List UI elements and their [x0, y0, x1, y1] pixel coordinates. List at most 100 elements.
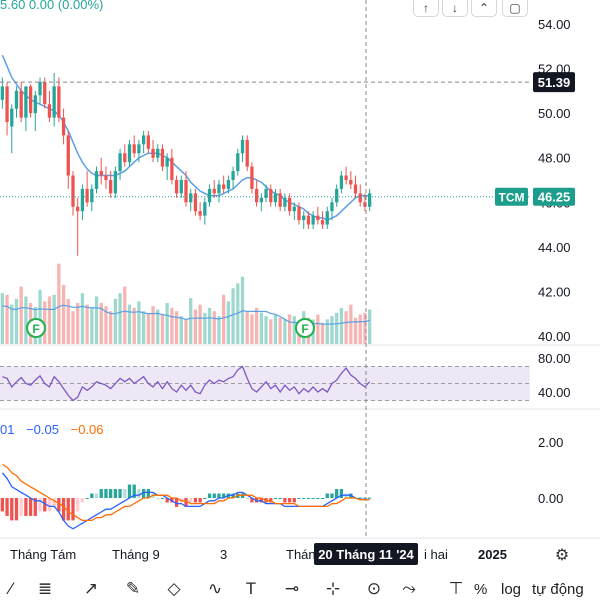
volume-bar [24, 296, 28, 344]
brush-icon[interactable]: ✎ [125, 579, 141, 598]
macd-histogram-bar [193, 498, 198, 503]
volume-bar [292, 316, 296, 344]
price-tick-label: 44.00 [538, 240, 571, 255]
path-icon[interactable]: ⤳ [402, 579, 416, 598]
macd-histogram-bar [5, 498, 9, 516]
volume-bar [52, 294, 56, 344]
macd-histogram-bar [47, 498, 52, 512]
macd-legend-value: −0.05 [26, 422, 59, 437]
macd-legend-prefix: 01 [0, 422, 15, 437]
zoom-icon[interactable]: ⊙ [366, 579, 382, 598]
volume-bar [231, 288, 235, 344]
candle-body [189, 193, 193, 203]
macd-histogram-bar [363, 497, 367, 499]
volume-bar [349, 304, 353, 344]
candle-body [344, 175, 348, 180]
candle-body [330, 202, 334, 212]
candle-body [297, 206, 301, 221]
pattern-icon[interactable]: ∿ [207, 579, 223, 598]
candle-body [320, 220, 325, 225]
candle-body [71, 175, 75, 207]
macd-histogram-bar [61, 498, 66, 521]
macd-histogram-bar [71, 498, 75, 521]
volume-bar [179, 316, 183, 344]
candle-body [132, 144, 136, 154]
macd-histogram-bar [203, 498, 207, 499]
candle-body [66, 135, 70, 176]
text-tool-icon[interactable]: ⊤ [448, 579, 464, 598]
collapse-icon[interactable]: ⌃ [471, 0, 497, 17]
macd-histogram-bar [207, 493, 212, 498]
settings-icon[interactable]: ⚙ [554, 547, 570, 564]
cursor-icon[interactable]: ⁄ [9, 579, 13, 598]
text-icon[interactable]: T [245, 579, 257, 598]
macd-histogram-bar [10, 498, 14, 521]
percent-toggle[interactable]: % [474, 581, 488, 598]
fib-icon[interactable]: ≣ [37, 579, 53, 598]
time-axis-label: Tháng 9 [112, 547, 160, 562]
crosshair [0, 0, 530, 538]
candle-body [104, 175, 108, 180]
candle-body [349, 180, 353, 185]
volume-bar [269, 319, 273, 344]
macd-histogram-bar [118, 489, 122, 498]
volume-bar [264, 316, 268, 344]
macd-histogram-bar [99, 489, 103, 498]
candle-body [217, 184, 221, 194]
candle-body [80, 188, 85, 212]
volume-bar [189, 298, 193, 344]
trend-line-icon[interactable]: ↗ [83, 579, 99, 598]
volume-bar [47, 296, 52, 344]
volume-bar [38, 289, 42, 344]
macd-histogram-bar [297, 498, 301, 499]
candle-body [254, 188, 259, 203]
macd-tick-label: 0.00 [538, 491, 563, 506]
candle-body [269, 188, 273, 203]
macd-histogram-bar [222, 493, 226, 498]
volume-bar [353, 317, 358, 344]
volume-bar [113, 298, 118, 344]
measure-icon[interactable]: ⊸ [284, 579, 300, 598]
volume-bar [203, 312, 207, 344]
ruler-icon[interactable]: ⊹ [325, 579, 341, 598]
macd-histogram-bar [146, 489, 150, 498]
crosshair-date-label: 20 Tháng 11 '24 [318, 547, 414, 562]
event-marker [295, 318, 315, 338]
candle-body [14, 90, 19, 109]
price-tick-label: 50.00 [538, 106, 571, 121]
signal-line [2, 463, 370, 522]
candle-body [165, 157, 169, 167]
candle-body [94, 171, 99, 189]
macd-histogram-bar [57, 498, 61, 512]
shape-icon[interactable]: ◇ [167, 579, 181, 598]
macd-histogram-bar [165, 498, 169, 503]
candle-body [231, 171, 235, 180]
volume-bar [5, 294, 9, 344]
arrow-down-icon[interactable]: ↓ [442, 0, 468, 17]
candle-body [302, 215, 306, 221]
volume-bar [43, 301, 47, 344]
candle-body [222, 184, 226, 189]
macd-histogram-bar [94, 493, 99, 498]
macd-histogram-bar [85, 498, 89, 499]
candle-body [212, 188, 216, 194]
macd-histogram-bar [19, 498, 23, 516]
rsi-tick-label: 40.00 [538, 385, 571, 400]
arrow-up-icon[interactable]: ↑ [413, 0, 439, 17]
macd-histogram-bar [66, 498, 70, 521]
candle-body [19, 90, 23, 118]
candle-body [367, 193, 372, 207]
log-toggle[interactable]: log [501, 581, 522, 598]
fullscreen-icon[interactable]: ▢ [502, 0, 528, 17]
candle-body [193, 193, 198, 212]
macd-histogram-bar [278, 498, 282, 499]
candle-body [273, 193, 278, 203]
candle-body [339, 175, 344, 189]
candle-body [278, 193, 282, 207]
event-label: F [32, 322, 39, 336]
volume-bar [367, 309, 372, 344]
auto-scale-toggle[interactable]: tự động [532, 581, 584, 598]
volume-bar [254, 307, 259, 344]
